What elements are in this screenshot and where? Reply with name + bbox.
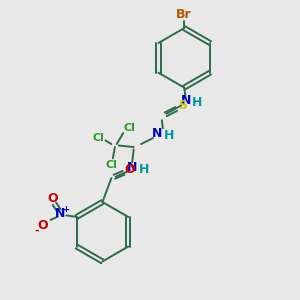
Text: N: N bbox=[127, 161, 137, 174]
Text: Cl: Cl bbox=[105, 160, 117, 170]
Text: N: N bbox=[181, 94, 191, 107]
Text: S: S bbox=[178, 99, 187, 112]
Text: N: N bbox=[55, 207, 65, 220]
Text: N: N bbox=[152, 127, 163, 140]
Text: O: O bbox=[38, 219, 48, 232]
Text: H: H bbox=[192, 96, 203, 109]
Text: O: O bbox=[48, 192, 58, 205]
Text: O: O bbox=[125, 163, 135, 176]
Text: -: - bbox=[35, 226, 40, 236]
Text: +: + bbox=[62, 205, 69, 214]
Text: Br: Br bbox=[176, 8, 192, 21]
Text: Cl: Cl bbox=[123, 123, 135, 133]
Text: H: H bbox=[164, 129, 175, 142]
Text: H: H bbox=[139, 163, 149, 176]
Text: Cl: Cl bbox=[92, 133, 104, 143]
